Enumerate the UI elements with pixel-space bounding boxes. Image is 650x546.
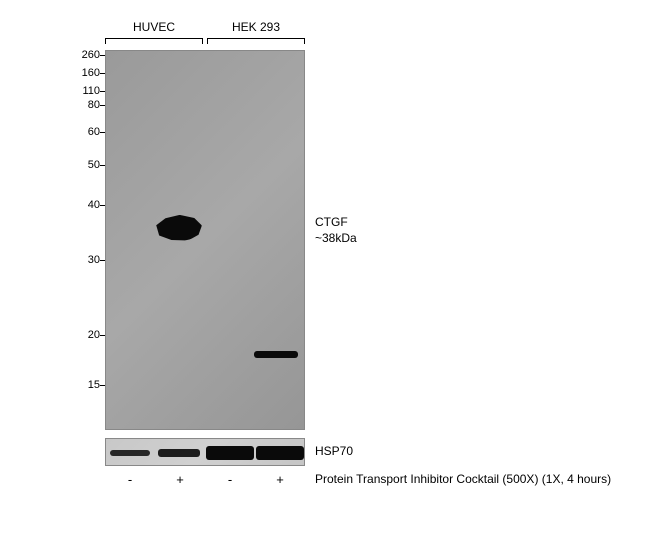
mw-tick bbox=[100, 205, 105, 206]
hsp70-band-lane1 bbox=[110, 450, 150, 456]
mw-tick bbox=[100, 260, 105, 261]
western-blot-figure: HUVEC HEK 293 260 160 110 80 60 50 40 30 20 15 CT… bbox=[50, 20, 610, 530]
loading-control-membrane bbox=[105, 438, 305, 466]
loading-control-annotation: HSP70 bbox=[315, 444, 353, 460]
sample-label: HEK 293 bbox=[207, 20, 305, 34]
mw-tick bbox=[100, 335, 105, 336]
mw-label-60: 60 bbox=[70, 126, 100, 138]
mw-tick bbox=[100, 105, 105, 106]
hsp70-band-lane2 bbox=[158, 449, 200, 457]
mw-tick bbox=[100, 165, 105, 166]
main-blot-membrane bbox=[105, 50, 305, 430]
sample-group-hek293: HEK 293 bbox=[207, 20, 305, 50]
hsp70-band-lane4 bbox=[256, 446, 304, 460]
sample-label: HUVEC bbox=[105, 20, 203, 34]
target-mw: ~38kDa bbox=[315, 231, 357, 245]
mw-label-50: 50 bbox=[70, 159, 100, 171]
treatment-row: - + - + Protein Transport Inhibitor Cock… bbox=[105, 472, 650, 490]
mw-label-260: 260 bbox=[70, 49, 100, 61]
low-mw-band-hek293-plus bbox=[254, 351, 298, 358]
treatment-symbol-lane1: - bbox=[105, 472, 155, 487]
sample-bracket bbox=[105, 38, 203, 44]
mw-label-20: 20 bbox=[70, 329, 100, 341]
ctgf-band-huvec-plus bbox=[153, 214, 202, 242]
sample-labels-row: HUVEC HEK 293 bbox=[105, 20, 305, 50]
mw-tick bbox=[100, 91, 105, 92]
mw-label-110: 110 bbox=[70, 85, 100, 97]
sample-bracket bbox=[207, 38, 305, 44]
mw-label-80: 80 bbox=[70, 99, 100, 111]
mw-tick bbox=[100, 132, 105, 133]
treatment-description: Protein Transport Inhibitor Cocktail (50… bbox=[315, 472, 611, 486]
treatment-symbol-lane4: + bbox=[255, 472, 305, 487]
sample-group-huvec: HUVEC bbox=[105, 20, 203, 50]
mw-tick bbox=[100, 55, 105, 56]
target-annotation: CTGF ~38kDa bbox=[315, 215, 357, 246]
mw-label-15: 15 bbox=[70, 379, 100, 391]
mw-tick bbox=[100, 73, 105, 74]
hsp70-band-lane3 bbox=[206, 446, 254, 460]
mw-label-160: 160 bbox=[70, 67, 100, 79]
target-name: CTGF bbox=[315, 215, 348, 229]
mw-label-40: 40 bbox=[70, 199, 100, 211]
treatment-symbol-lane3: - bbox=[205, 472, 255, 487]
treatment-symbol-lane2: + bbox=[155, 472, 205, 487]
mw-label-30: 30 bbox=[70, 254, 100, 266]
mw-tick bbox=[100, 385, 105, 386]
